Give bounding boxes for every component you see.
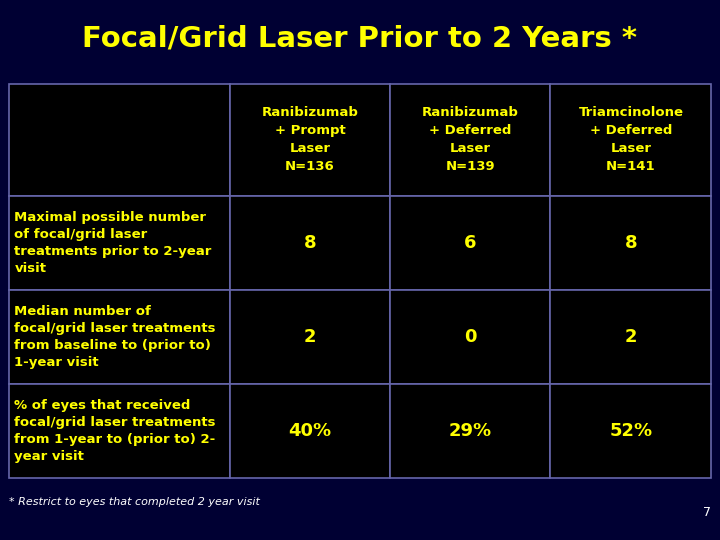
Text: 2: 2: [625, 328, 637, 346]
Bar: [390, 84, 550, 196]
Text: Ranibizumab
+ Prompt
Laser
N=136: Ranibizumab + Prompt Laser N=136: [261, 106, 359, 173]
Text: 7: 7: [703, 507, 711, 519]
Text: Focal/Grid Laser Prior to 2 Years *: Focal/Grid Laser Prior to 2 Years *: [83, 24, 637, 52]
Bar: [9, 290, 230, 384]
Bar: [550, 290, 711, 384]
Bar: [390, 290, 550, 384]
Text: Maximal possible number
of focal/grid laser
treatments prior to 2-year
visit: Maximal possible number of focal/grid la…: [14, 211, 212, 275]
Bar: [230, 84, 390, 196]
Text: Triamcinolone
+ Deferred
Laser
N=141: Triamcinolone + Deferred Laser N=141: [578, 106, 683, 173]
Bar: [230, 196, 390, 290]
Bar: [230, 384, 390, 478]
Bar: [9, 84, 230, 196]
Bar: [550, 384, 711, 478]
Text: 29%: 29%: [449, 422, 492, 440]
Text: 8: 8: [624, 234, 637, 252]
Text: Ranibizumab
+ Deferred
Laser
N=139: Ranibizumab + Deferred Laser N=139: [422, 106, 519, 173]
Text: 52%: 52%: [609, 422, 652, 440]
Text: 0: 0: [464, 328, 477, 346]
Bar: [550, 84, 711, 196]
Text: 6: 6: [464, 234, 477, 252]
Text: 2: 2: [304, 328, 316, 346]
Bar: [390, 384, 550, 478]
Text: 40%: 40%: [289, 422, 332, 440]
Text: * Restrict to eyes that completed 2 year visit: * Restrict to eyes that completed 2 year…: [9, 496, 259, 507]
Text: 8: 8: [304, 234, 316, 252]
Bar: [230, 290, 390, 384]
Text: % of eyes that received
focal/grid laser treatments
from 1-year to (prior to) 2-: % of eyes that received focal/grid laser…: [14, 399, 216, 463]
Bar: [9, 384, 230, 478]
Text: Median number of
focal/grid laser treatments
from baseline to (prior to)
1-year : Median number of focal/grid laser treatm…: [14, 305, 216, 369]
Bar: [550, 196, 711, 290]
Bar: [9, 196, 230, 290]
Bar: [390, 196, 550, 290]
